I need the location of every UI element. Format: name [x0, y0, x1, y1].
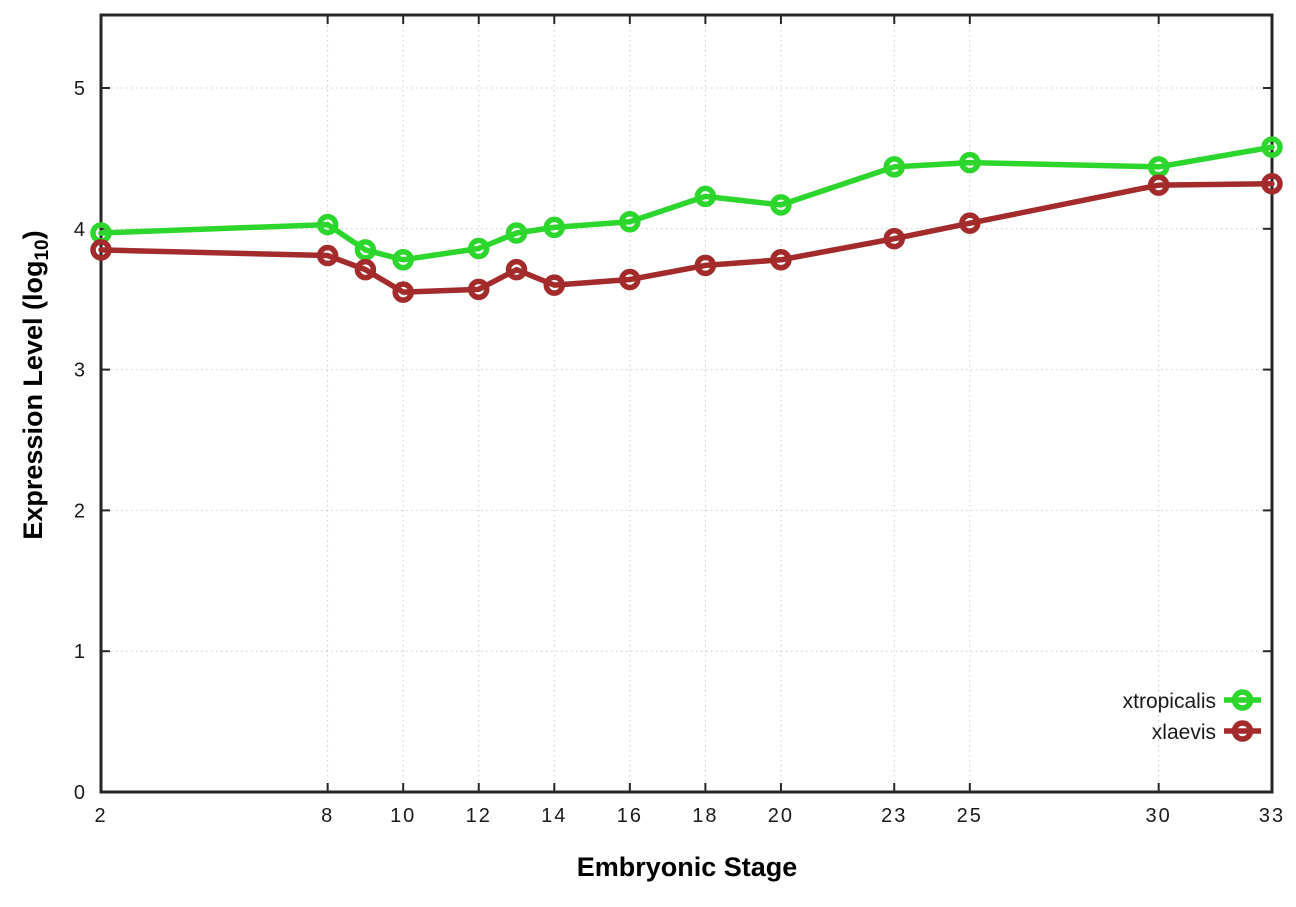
x-axis-title: Embryonic Stage — [576, 852, 798, 882]
data-point-xtropicalis — [392, 249, 414, 271]
legend-label-xtropicalis: xtropicalis — [1123, 690, 1216, 713]
series-line-xtropicalis — [98, 144, 1275, 263]
data-point-xlaevis — [392, 281, 414, 303]
data-point-xlaevis — [467, 278, 490, 301]
x-tick-label: 2 — [94, 805, 107, 827]
data-point-xlaevis — [959, 212, 981, 234]
data-point-xlaevis — [90, 239, 112, 261]
data-point-xlaevis — [316, 244, 339, 267]
x-tick-label: 16 — [617, 805, 643, 827]
y-axis-title-text: Expression Level (log — [18, 260, 48, 540]
x-tick-label: 12 — [466, 805, 492, 827]
data-point-xtropicalis — [694, 185, 717, 208]
y-tick-label: 5 — [74, 78, 87, 100]
data-point-xtropicalis — [505, 222, 528, 244]
data-point-xlaevis — [1147, 174, 1170, 196]
y-axis-title: Expression Level (log10) — [12, 145, 54, 625]
legend-sample-marker-xtropicalis — [1231, 689, 1254, 711]
x-tick-label: 20 — [768, 805, 794, 827]
data-point-xlaevis — [694, 254, 717, 277]
data-point-xtropicalis — [467, 237, 490, 260]
data-point-xlaevis — [505, 258, 528, 281]
y-axis-title-subscript: 10 — [32, 239, 53, 261]
data-point-xlaevis — [770, 249, 792, 271]
data-point-xtropicalis — [354, 239, 377, 261]
data-point-xtropicalis — [959, 151, 981, 174]
data-point-xlaevis — [354, 258, 377, 281]
data-point-xlaevis — [543, 274, 566, 296]
y-tick-label: 2 — [74, 500, 87, 522]
x-tick-label: 10 — [390, 805, 416, 827]
data-point-xtropicalis — [770, 194, 792, 216]
data-point-xtropicalis — [883, 156, 906, 178]
data-point-xlaevis — [1261, 172, 1283, 195]
legend-sample-marker-xlaevis — [1231, 720, 1254, 742]
plot-border — [99, 13, 1274, 794]
x-tick-label: 25 — [957, 805, 983, 827]
data-point-xlaevis — [883, 227, 906, 250]
x-tick-label: 23 — [881, 805, 907, 827]
data-point-xtropicalis — [619, 211, 641, 233]
x-tick-label: 30 — [1146, 805, 1172, 827]
data-point-xtropicalis — [1261, 136, 1283, 158]
data-point-xtropicalis — [543, 216, 566, 239]
y-tick-label: 1 — [74, 641, 87, 663]
y-tick-label: 4 — [74, 219, 87, 241]
legend-label-xlaevis: xlaevis — [1152, 721, 1216, 744]
y-tick-label: 0 — [74, 782, 87, 804]
x-tick-label: 18 — [692, 805, 718, 827]
y-axis-title-suffix: ) — [18, 230, 48, 240]
y-tick-label: 3 — [74, 360, 87, 382]
data-point-xlaevis — [619, 268, 641, 291]
x-tick-label: 8 — [321, 805, 334, 827]
x-tick-label: 33 — [1259, 805, 1285, 827]
x-tick-label: 14 — [541, 805, 567, 827]
data-point-xtropicalis — [316, 213, 339, 236]
